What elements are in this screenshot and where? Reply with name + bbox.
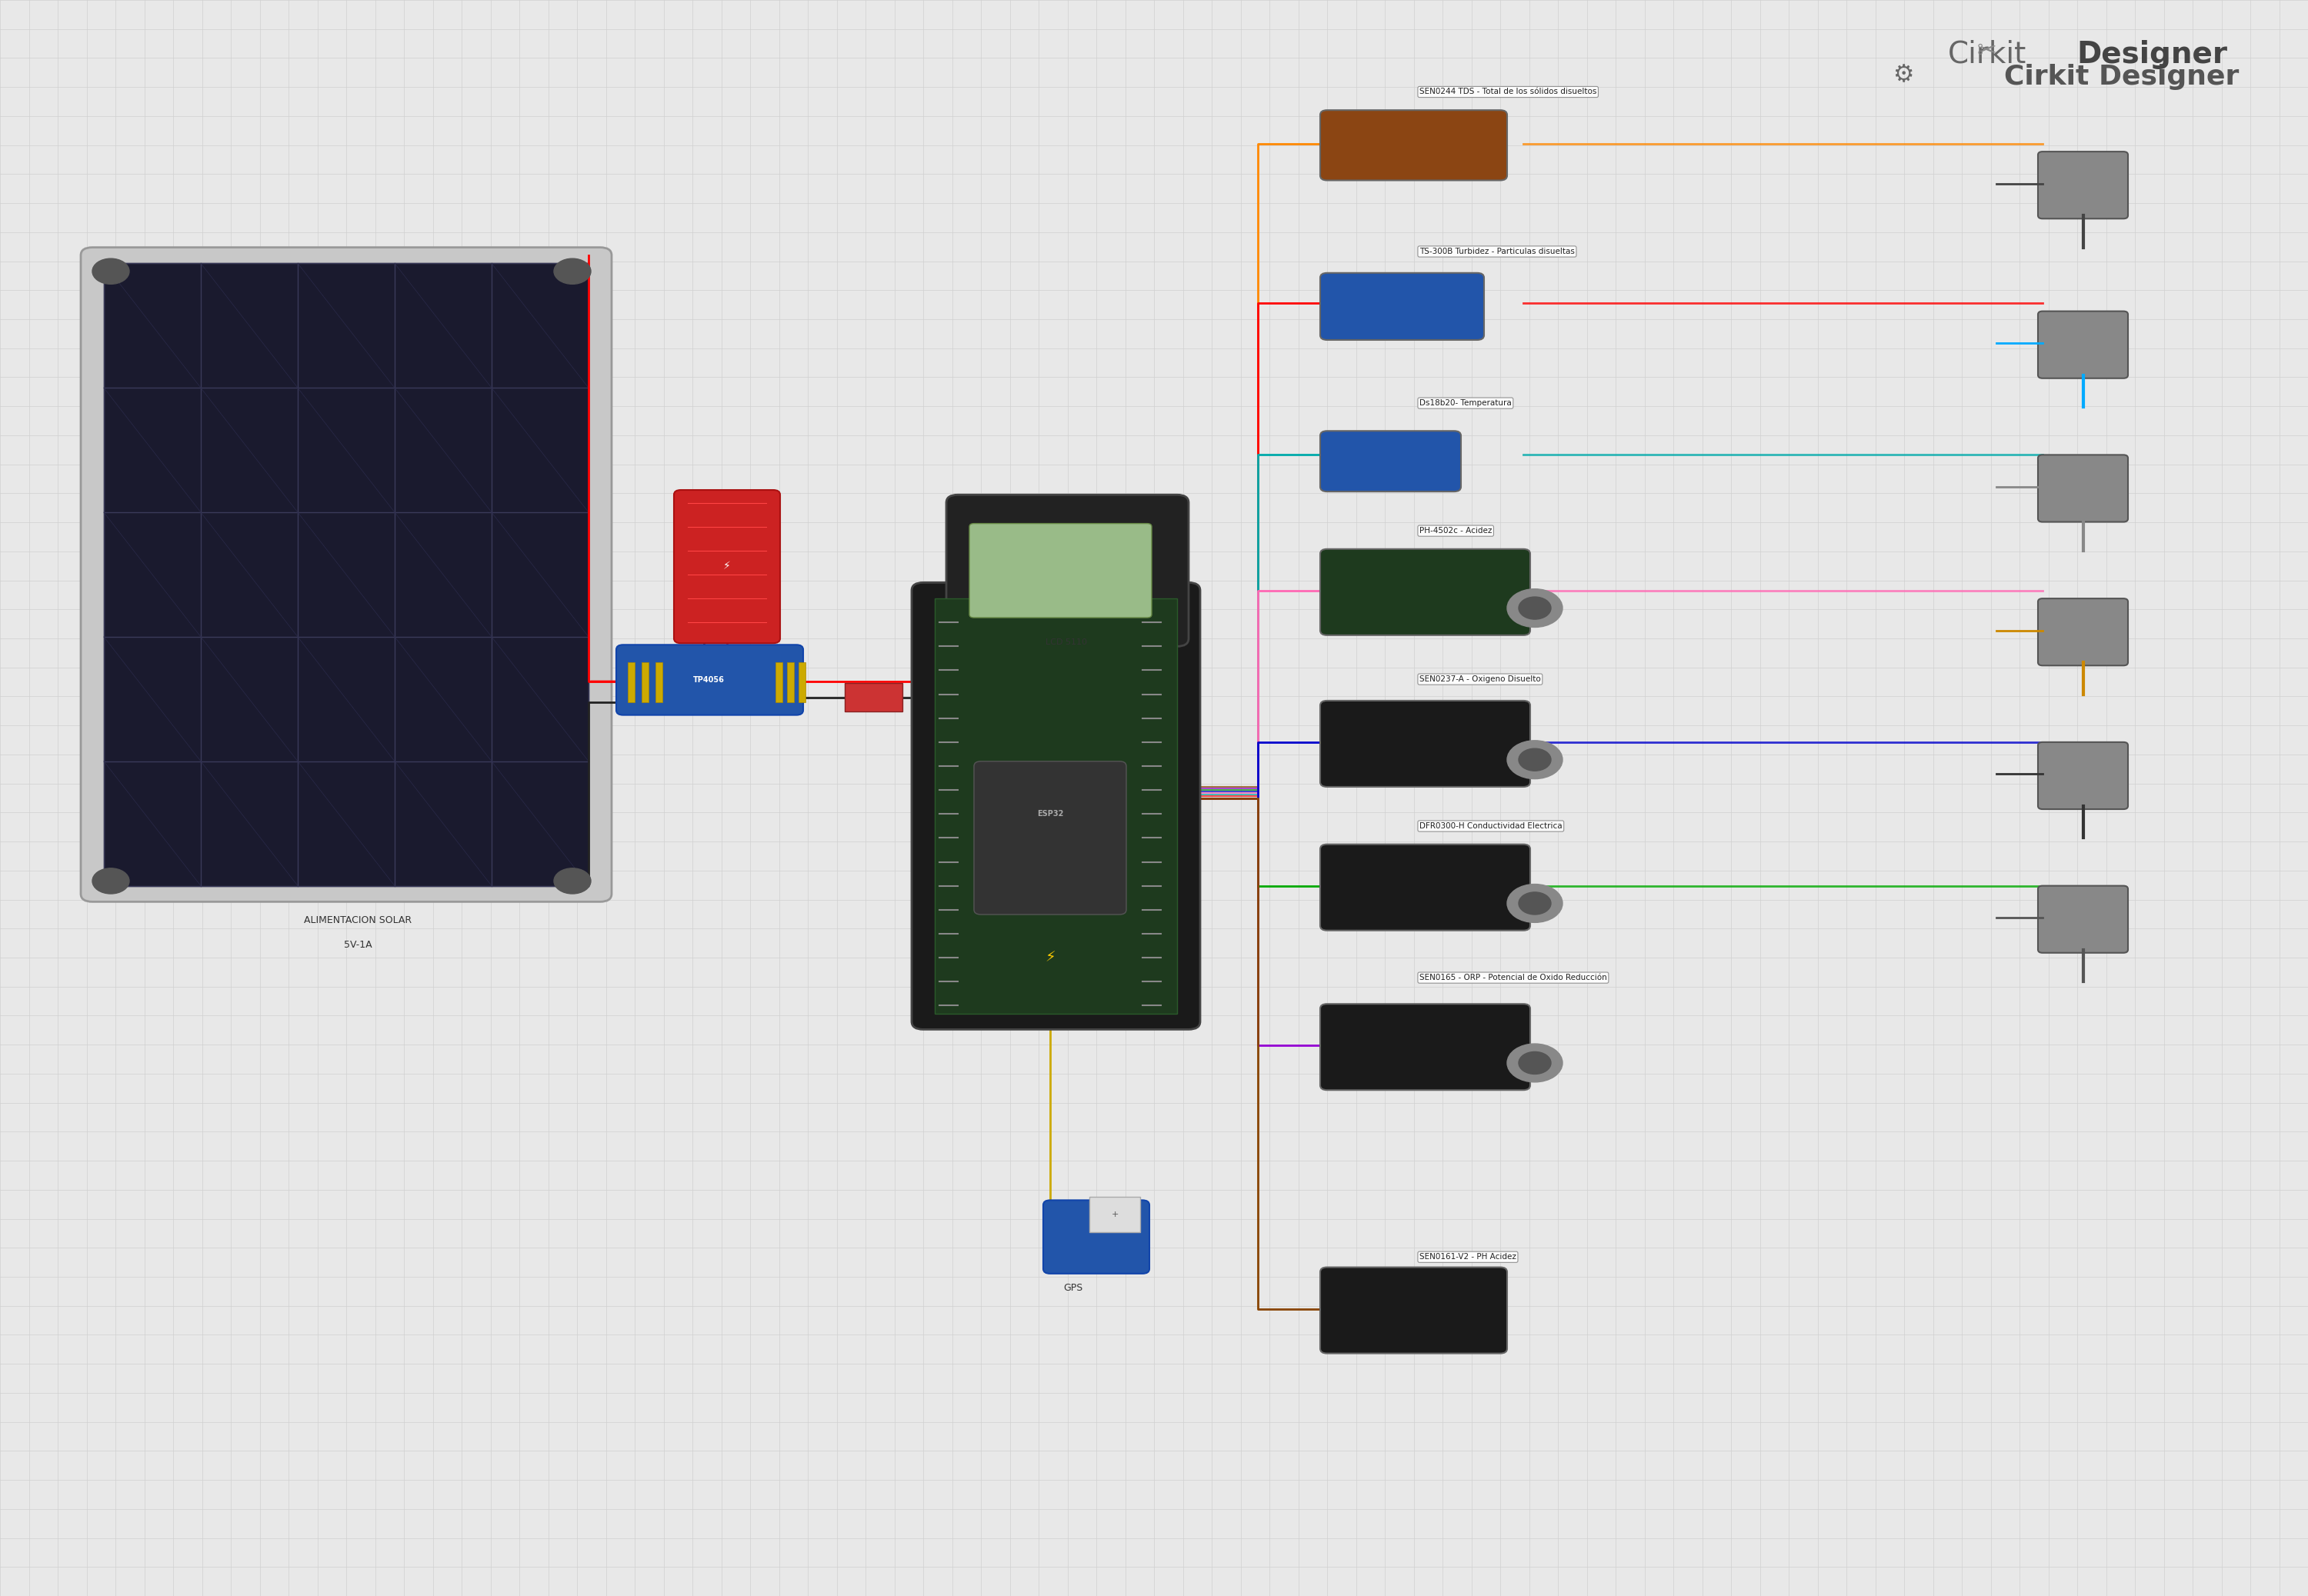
- Circle shape: [92, 259, 129, 284]
- FancyBboxPatch shape: [1320, 1267, 1507, 1353]
- Circle shape: [1519, 597, 1551, 619]
- Text: LCD 5110: LCD 5110: [1046, 638, 1087, 646]
- FancyBboxPatch shape: [2038, 455, 2128, 522]
- FancyBboxPatch shape: [969, 523, 1152, 618]
- Circle shape: [1519, 1052, 1551, 1074]
- FancyBboxPatch shape: [1320, 1004, 1530, 1090]
- Text: Cirkit: Cirkit: [1948, 40, 2026, 69]
- Text: ESP32: ESP32: [1036, 811, 1064, 817]
- Text: Ds18b20- Temperatura: Ds18b20- Temperatura: [1419, 399, 1512, 407]
- Text: ⚡: ⚡: [1046, 950, 1055, 966]
- Text: SEN0165 - ORP - Potencial de Oxido Reducción: SEN0165 - ORP - Potencial de Oxido Reduc…: [1419, 974, 1606, 982]
- Text: TP4056: TP4056: [692, 677, 725, 683]
- FancyBboxPatch shape: [1320, 110, 1507, 180]
- Bar: [1089, 1197, 1140, 1232]
- Circle shape: [554, 868, 591, 894]
- Circle shape: [1519, 892, 1551, 915]
- Text: DFR0300-H Conductividad Electrica: DFR0300-H Conductividad Electrica: [1419, 822, 1563, 830]
- FancyBboxPatch shape: [2038, 152, 2128, 219]
- Text: 5V-1A: 5V-1A: [344, 940, 372, 950]
- FancyBboxPatch shape: [2038, 742, 2128, 809]
- FancyBboxPatch shape: [1320, 844, 1530, 930]
- FancyBboxPatch shape: [935, 598, 1177, 1013]
- Circle shape: [92, 868, 129, 894]
- FancyBboxPatch shape: [616, 645, 803, 715]
- Circle shape: [1507, 589, 1563, 627]
- Text: GPS: GPS: [1064, 1283, 1082, 1293]
- Bar: [787, 662, 794, 702]
- Bar: [775, 662, 782, 702]
- FancyBboxPatch shape: [912, 583, 1200, 1029]
- Bar: [845, 683, 902, 712]
- FancyBboxPatch shape: [974, 761, 1126, 915]
- Circle shape: [1507, 1044, 1563, 1082]
- FancyBboxPatch shape: [2038, 886, 2128, 953]
- FancyBboxPatch shape: [1320, 273, 1484, 340]
- Circle shape: [554, 259, 591, 284]
- FancyBboxPatch shape: [674, 490, 780, 643]
- Bar: [655, 662, 662, 702]
- FancyBboxPatch shape: [1320, 431, 1461, 492]
- Bar: [628, 662, 635, 702]
- FancyBboxPatch shape: [1320, 701, 1530, 787]
- Text: +: +: [1110, 1211, 1119, 1218]
- Text: SEN0237-A - Oxigeno Disuelto: SEN0237-A - Oxigeno Disuelto: [1419, 675, 1542, 683]
- Text: Cirkit Designer: Cirkit Designer: [2003, 64, 2239, 89]
- FancyBboxPatch shape: [81, 247, 612, 902]
- Text: ALIMENTACION SOLAR: ALIMENTACION SOLAR: [305, 916, 411, 926]
- Text: PH-4502c - Acidez: PH-4502c - Acidez: [1419, 527, 1491, 535]
- Text: TS-300B Turbidez - Particulas disueltas: TS-300B Turbidez - Particulas disueltas: [1419, 247, 1574, 255]
- FancyBboxPatch shape: [1043, 1200, 1149, 1274]
- Text: ✂: ✂: [1976, 40, 1996, 62]
- Text: SEN0161-V2 - PH Acidez: SEN0161-V2 - PH Acidez: [1419, 1253, 1516, 1261]
- FancyBboxPatch shape: [2038, 311, 2128, 378]
- Circle shape: [1507, 741, 1563, 779]
- Circle shape: [1507, 884, 1563, 922]
- Circle shape: [1519, 749, 1551, 771]
- Text: ⚙: ⚙: [1893, 64, 1913, 86]
- FancyBboxPatch shape: [104, 263, 589, 886]
- Text: Designer: Designer: [2077, 40, 2227, 69]
- Text: ⚡: ⚡: [722, 562, 732, 571]
- FancyBboxPatch shape: [1320, 549, 1530, 635]
- FancyBboxPatch shape: [2038, 598, 2128, 666]
- Bar: [642, 662, 649, 702]
- Text: SEN0244 TDS - Total de los sólidos disueltos: SEN0244 TDS - Total de los sólidos disue…: [1419, 88, 1597, 96]
- Bar: [799, 662, 805, 702]
- FancyBboxPatch shape: [946, 495, 1189, 646]
